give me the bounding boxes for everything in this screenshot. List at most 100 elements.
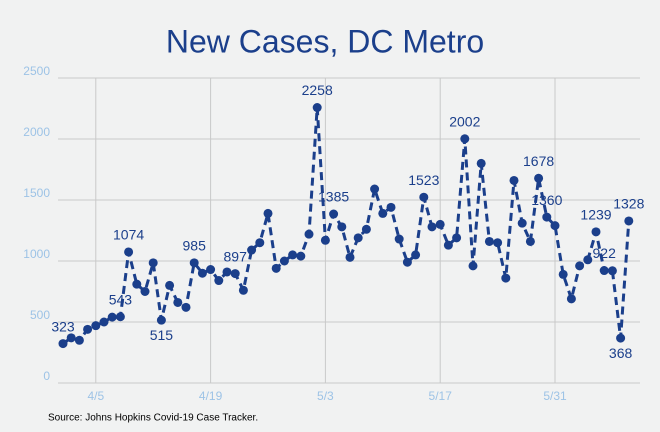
y-tick-label: 1500: [23, 186, 50, 200]
x-tick-label: 5/31: [543, 389, 567, 403]
data-point: [156, 315, 166, 325]
source-note: Source: Johns Hopkins Covid-19 Case Trac…: [48, 413, 258, 424]
data-point: [607, 266, 617, 276]
data-label: 543: [109, 291, 133, 307]
data-point: [427, 222, 437, 232]
data-point: [320, 235, 330, 245]
data-label: 323: [51, 318, 75, 334]
data-point: [468, 261, 478, 271]
y-tick-label: 500: [30, 308, 50, 322]
data-point: [476, 158, 486, 168]
data-point: [435, 219, 445, 229]
data-label: 922: [593, 245, 617, 261]
data-point: [493, 238, 503, 248]
data-label: 515: [150, 327, 174, 343]
data-point: [304, 229, 314, 239]
data-point: [165, 280, 175, 290]
data-point: [353, 233, 363, 243]
data-point: [534, 173, 544, 183]
data-point: [378, 208, 388, 218]
data-point: [599, 266, 609, 276]
data-point: [263, 208, 273, 218]
x-tick-label: 4/5: [87, 389, 104, 403]
data-point: [107, 312, 117, 322]
data-point: [279, 256, 289, 266]
data-label: 1385: [318, 189, 349, 205]
y-tick-label: 0: [43, 369, 50, 383]
data-label: 2258: [302, 82, 333, 98]
data-point: [58, 339, 68, 349]
data-point: [132, 279, 142, 289]
data-point: [296, 251, 306, 261]
data-point: [460, 134, 470, 144]
data-label: 1239: [580, 207, 611, 223]
data-point: [140, 287, 150, 296]
data-point: [402, 257, 412, 267]
data-point: [222, 267, 232, 277]
data-point: [255, 238, 265, 248]
data-point: [575, 261, 585, 271]
data-point: [394, 234, 404, 244]
data-point: [501, 273, 511, 283]
data-point: [370, 184, 380, 194]
data-point: [247, 245, 257, 255]
data-label: 1523: [408, 172, 439, 188]
data-point: [624, 216, 634, 226]
data-point: [411, 250, 421, 260]
series-line: [62, 107, 631, 345]
data-point: [238, 285, 248, 295]
data-point: [189, 258, 199, 268]
data-point: [558, 269, 568, 279]
data-point: [91, 321, 101, 331]
data-point: [115, 312, 125, 322]
data-point: [312, 103, 322, 113]
data-point: [591, 227, 601, 237]
data-point: [124, 247, 134, 257]
y-tick-label: 2500: [23, 64, 50, 78]
data-point: [443, 240, 453, 250]
data-label: 897: [224, 248, 248, 264]
data-point: [288, 250, 298, 260]
data-point: [616, 333, 626, 343]
data-point: [206, 265, 216, 275]
data-point: [525, 236, 535, 246]
data-point: [484, 236, 494, 246]
data-point: [230, 269, 240, 279]
data-label: 368: [609, 345, 633, 361]
data-point: [197, 268, 207, 278]
data-point: [66, 333, 76, 343]
x-tick-label: 5/3: [317, 389, 334, 403]
data-point: [74, 335, 84, 345]
data-label: 2002: [449, 113, 480, 129]
data-point: [181, 302, 191, 312]
data-point: [148, 258, 158, 268]
data-point: [329, 209, 339, 219]
y-tick-label: 1000: [23, 247, 50, 261]
data-point: [271, 263, 281, 273]
data-point: [83, 324, 93, 334]
data-label: 1678: [523, 153, 554, 169]
data-point: [566, 294, 576, 304]
data-point: [361, 224, 371, 234]
data-point: [509, 175, 519, 185]
data-label: 985: [183, 238, 207, 254]
data-point: [99, 317, 109, 327]
data-point: [386, 202, 396, 212]
data-point: [173, 297, 183, 307]
data-point: [452, 233, 462, 243]
data-point: [419, 192, 429, 202]
data-point: [345, 252, 355, 262]
data-label: 1328: [613, 196, 644, 212]
data-point: [214, 276, 224, 286]
data-label: 1360: [531, 192, 562, 208]
data-point: [517, 218, 527, 228]
data-point: [583, 255, 593, 265]
x-tick-label: 4/19: [199, 389, 223, 403]
y-tick-label: 2000: [23, 125, 50, 139]
data-point: [337, 222, 347, 232]
chart-title: New Cases, DC Metro: [166, 23, 484, 59]
data-point: [542, 212, 552, 222]
x-tick-label: 5/17: [429, 389, 453, 403]
